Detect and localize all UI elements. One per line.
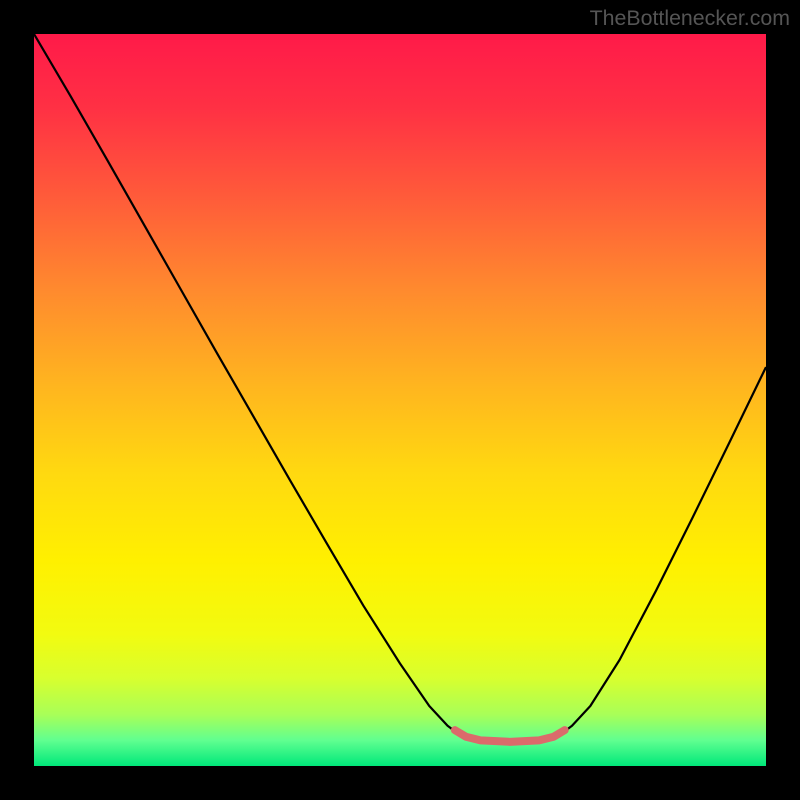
curve-svg-layer	[34, 34, 766, 766]
optimal-marker	[455, 730, 565, 742]
bottleneck-curve	[34, 34, 766, 743]
watermark-label: TheBottlenecker.com	[590, 6, 790, 31]
plot-area	[34, 34, 766, 766]
